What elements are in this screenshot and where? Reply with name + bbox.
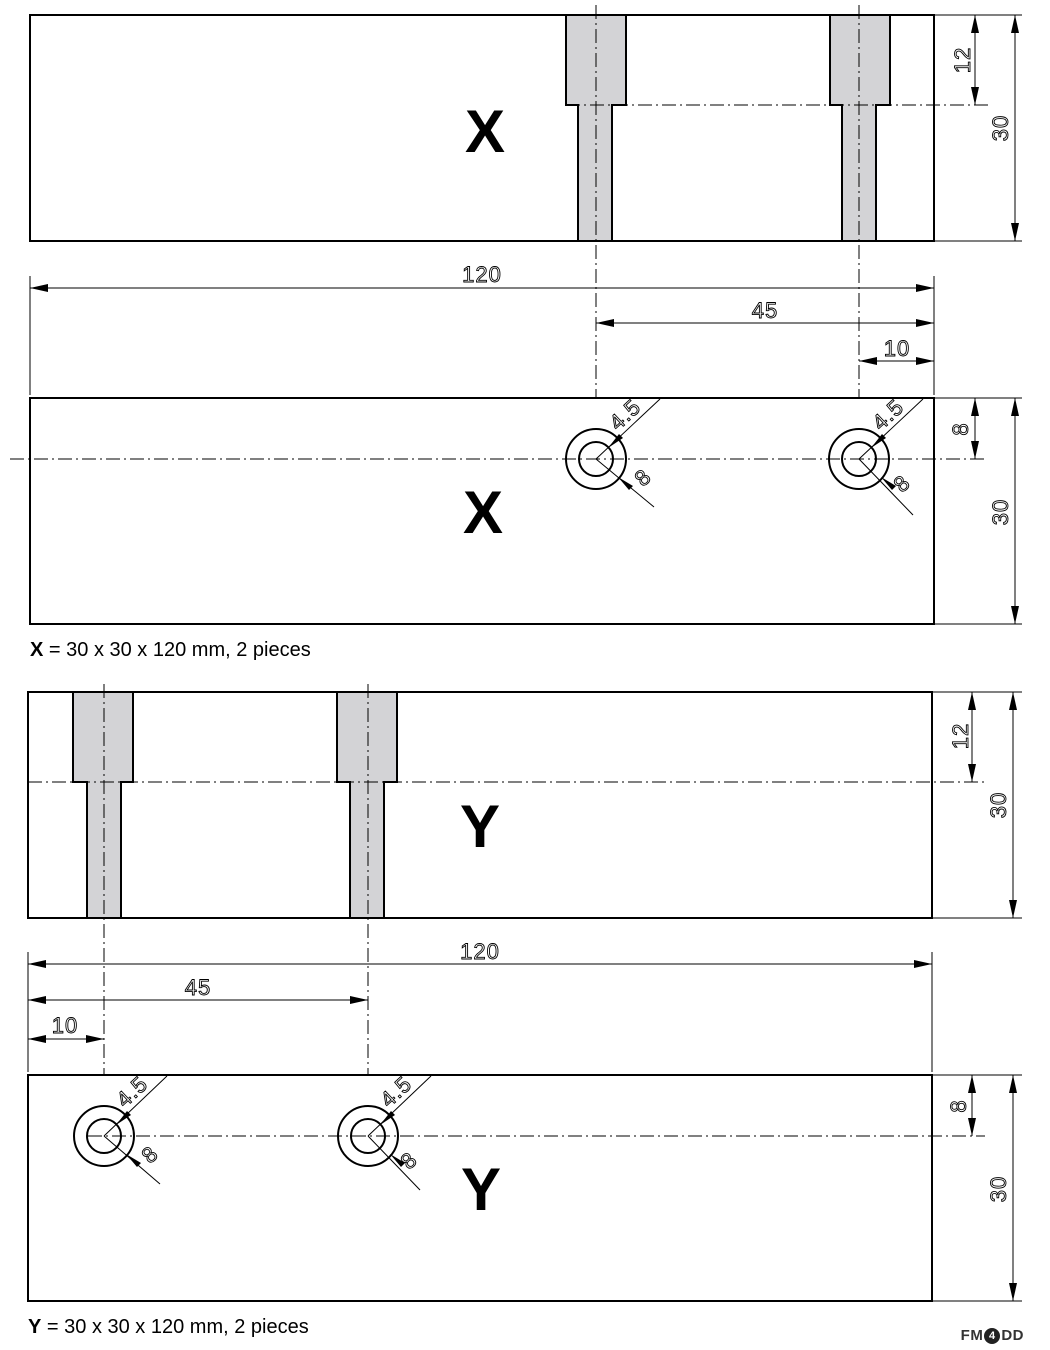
part-y-bore-2 xyxy=(350,1118,386,1154)
fm4dd-logo: FM 4 DD xyxy=(961,1327,1024,1344)
part-y-side-label: Y xyxy=(460,793,500,860)
part-y-counterbore-dia-dim-1: 8 xyxy=(137,1141,164,1168)
part-y-dimensions: 120 45 10 xyxy=(27,939,933,1072)
part-y-counterbore-dia-dim-2: 8 xyxy=(396,1147,423,1174)
part-y-caption-letter: Y xyxy=(28,1316,42,1338)
part-y-hole2-position-dim: 45 xyxy=(185,975,211,1000)
logo-text-left: FM xyxy=(960,1327,984,1344)
part-x-bore-2 xyxy=(841,441,877,477)
part-x-caption-letter: X xyxy=(30,639,44,661)
part-y-caption: Y = 30 x 30 x 120 mm, 2 pieces xyxy=(28,1316,309,1339)
part-x-hole1-position-dim: 45 xyxy=(752,298,778,323)
part-y-counterbore-section-1 xyxy=(72,691,134,919)
part-x-bore-dia-dim-1: 4.5 xyxy=(604,394,646,435)
part-y-bore-dia-dim-1: 4.5 xyxy=(111,1071,153,1112)
part-x-hole-offset-dim: 8 xyxy=(948,422,973,435)
part-x-top-view: 4.5 8 4.5 8 X 8 30 xyxy=(10,393,1022,625)
part-y-hole-offset-dim: 8 xyxy=(946,1099,971,1112)
part-x-bore-dia-dim-2: 4.5 xyxy=(867,394,909,435)
part-x-top-outline xyxy=(29,397,935,625)
part-y-caption-text: = 30 x 30 x 120 mm, 2 pieces xyxy=(46,1316,309,1338)
part-y-top-outline xyxy=(27,1074,933,1302)
part-y-counterbore-depth-dim: 12 xyxy=(948,723,973,749)
part-y-counterbore-2 xyxy=(337,1105,399,1167)
part-x-length-dim: 120 xyxy=(462,262,502,287)
part-y-bore-dia-dim-2: 4.5 xyxy=(375,1071,417,1112)
part-y-counterbore-1 xyxy=(73,1105,135,1167)
part-x-bore-1 xyxy=(578,441,614,477)
part-x-counterbore-depth-dim: 12 xyxy=(950,47,975,73)
part-y-side-outline xyxy=(27,691,933,919)
logo-text-right: DD xyxy=(1001,1327,1024,1344)
logo-circle-4: 4 xyxy=(984,1327,1001,1344)
part-y-hole1-position-dim: 10 xyxy=(52,1013,78,1038)
part-y-height-dim-side: 30 xyxy=(986,792,1011,818)
part-y-side-view: Y 12 30 xyxy=(27,684,1022,1075)
part-x-counterbore-1 xyxy=(565,428,627,490)
part-y-top-label: Y xyxy=(461,1156,501,1223)
part-x-height-dim-top: 30 xyxy=(988,499,1013,525)
part-y-length-dim: 120 xyxy=(460,939,500,964)
part-x-counterbore-dia-dim-1: 8 xyxy=(630,464,657,491)
part-x-height-dim-side: 30 xyxy=(988,115,1013,141)
part-x-side-view: X 12 30 xyxy=(29,5,1022,398)
part-x-counterbore-section-2 xyxy=(829,14,891,242)
part-x-counterbore-2 xyxy=(828,428,890,490)
part-x-caption-text: = 30 x 30 x 120 mm, 2 pieces xyxy=(48,639,311,661)
part-y-bore-1 xyxy=(86,1118,122,1154)
part-x-dimensions: 120 45 10 xyxy=(29,262,935,395)
part-x-hole2-position-dim: 10 xyxy=(884,336,910,361)
part-y-top-view: 4.5 8 4.5 8 Y 8 30 xyxy=(27,1070,1022,1302)
part-x-side-outline xyxy=(29,14,935,242)
part-y-height-dim-top: 30 xyxy=(986,1176,1011,1202)
part-y-counterbore-section-2 xyxy=(336,691,398,919)
part-x-side-label: X xyxy=(465,98,505,165)
part-x-top-label: X xyxy=(463,479,503,546)
part-x-caption: X = 30 x 30 x 120 mm, 2 pieces xyxy=(30,639,311,662)
